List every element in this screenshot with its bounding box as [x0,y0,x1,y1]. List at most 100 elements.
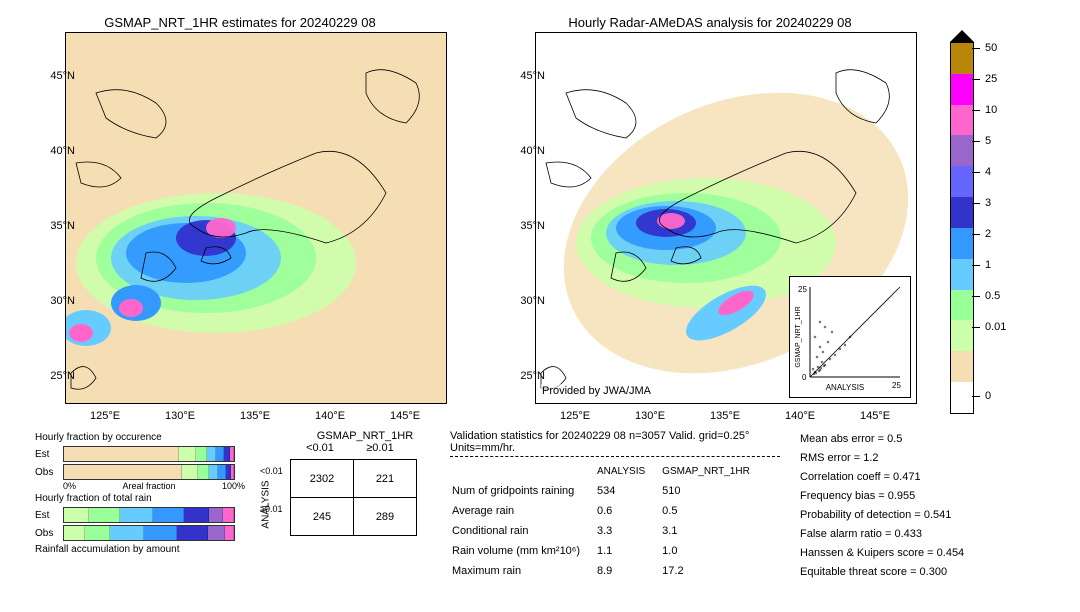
bottom-row: Hourly fraction by occurence EstObs 0% A… [5,430,1075,600]
stats-cell: Average rain [452,502,595,520]
stats-cell: Rain volume (mm km²10⁶) [452,542,595,560]
svg-text:GSMAP_NRT_1HR: GSMAP_NRT_1HR [795,306,802,367]
colorbar-label: 10 [985,104,997,116]
frac-bar [63,507,235,523]
stats-metric: Probability of detection = 0.541 [800,506,964,525]
stats-header: GSMAP_NRT_1HR [662,463,765,480]
fraction-panel: Hourly fraction by occurence EstObs 0% A… [35,430,245,600]
fraction-title-1: Hourly fraction by occurence [35,432,245,443]
stats-cell: Conditional rain [452,522,595,540]
cont-col-1: ≥0.01 [350,442,410,454]
stats-panel: Validation statistics for 20240229 08 n=… [450,430,1075,600]
stats-cell: 1.0 [662,542,765,560]
frac-row-label: Est [35,510,63,521]
stats-table: ANALYSISGSMAP_NRT_1HR Num of gridpoints r… [450,461,767,582]
colorbar-segment [951,135,973,166]
frac-axis-1: Areal fraction [122,481,175,491]
colorbar-segment [951,351,973,382]
axis-tick: 35°N [50,220,75,232]
axis-tick: 140°E [315,410,345,422]
frac-bar [63,525,235,541]
frac-row-label: Obs [35,528,63,539]
colorbar-segment [951,228,973,259]
right-map-box: Provided by JWA/JMA 25 0 25 ANALYSIS GSM… [535,32,917,404]
stats-cell: 510 [662,482,765,500]
left-map-box [65,32,447,404]
colorbar-segment [951,259,973,290]
axis-tick: 35°N [520,220,545,232]
stats-metric: RMS error = 1.2 [800,449,964,468]
top-row: GSMAP_NRT_1HR estimates for 20240229 08 [5,5,1075,425]
cont-col-0: <0.01 [290,442,350,454]
frac-bar [63,464,235,480]
stats-cell: 8.9 [597,562,660,580]
axis-tick: 30°N [50,295,75,307]
stats-cell: 534 [597,482,660,500]
colorbar-label: 25 [985,73,997,85]
cont-cell-00: 2302 [291,460,354,498]
cont-cell-01: 221 [354,460,417,498]
cont-row-1: ≥0.01 [260,504,282,514]
stats-header [452,463,595,480]
colorbar-label: 0 [985,390,991,402]
cont-cell-10: 245 [291,498,354,536]
left-map-title: GSMAP_NRT_1HR estimates for 20240229 08 [15,15,465,30]
colorbar-segment [951,74,973,105]
colorbar-segment [951,290,973,321]
axis-tick: 145°E [860,410,890,422]
frac-axis-2: 100% [222,481,245,491]
contingency-col-header: GSMAP_NRT_1HR [290,430,440,442]
colorbar-segment [951,166,973,197]
fraction-title-3: Rainfall accumulation by amount [35,544,245,555]
stats-cell: Maximum rain [452,562,595,580]
stats-cell: 0.5 [662,502,765,520]
stats-metric: Frequency bias = 0.955 [800,487,964,506]
cont-row-0: <0.01 [260,466,283,476]
stats-cell: 3.1 [662,522,765,540]
stats-metric: Mean abs error = 0.5 [800,430,964,449]
stats-cell: 0.6 [597,502,660,520]
stats-cell: 1.1 [597,542,660,560]
svg-text:0: 0 [802,373,807,382]
contingency-panel: GSMAP_NRT_1HR <0.01 ≥0.01 ANALYSIS <0.01… [260,430,440,600]
stats-metric: Hanssen & Kuipers score = 0.454 [800,544,964,563]
colorbar-label: 2 [985,228,991,240]
axis-tick: 30°N [520,295,545,307]
stats-metric: False alarm ratio = 0.433 [800,525,964,544]
axis-tick: 25°N [50,370,75,382]
colorbar-segment [951,43,973,74]
colorbar-label: 0.5 [985,290,1000,302]
stats-cell: 3.3 [597,522,660,540]
axis-tick: 45°N [520,70,545,82]
right-map-title: Hourly Radar-AMeDAS analysis for 2024022… [485,15,935,30]
axis-tick: 45°N [50,70,75,82]
axis-tick: 125°E [560,410,590,422]
frac-row-label: Obs [35,467,63,478]
contingency-table: 2302221 245289 [290,459,417,536]
colorbar-segment [951,105,973,136]
stats-cell: Num of gridpoints raining [452,482,595,500]
svg-text:25: 25 [892,381,901,390]
frac-bar [63,446,235,462]
stats-metric: Equitable threat score = 0.300 [800,563,964,582]
colorbar-label: 4 [985,166,991,178]
axis-tick: 25°N [520,370,545,382]
stats-metrics: Mean abs error = 0.5RMS error = 1.2Corre… [800,430,964,600]
colorbar-label: 5 [985,135,991,147]
axis-tick: 125°E [90,410,120,422]
axis-tick: 130°E [635,410,665,422]
stats-title: Validation statistics for 20240229 08 n=… [450,430,780,457]
colorbar-label: 50 [985,42,997,54]
stats-header: ANALYSIS [597,463,660,480]
colorbar-arrow-icon [950,30,974,42]
colorbar-segment [951,197,973,228]
axis-tick: 135°E [710,410,740,422]
fraction-title-2: Hourly fraction of total rain [35,493,245,504]
colorbar: 502510543210.50.010 [950,30,1030,410]
axis-tick: 40°N [50,145,75,157]
scatter-inset: 25 0 25 ANALYSIS GSMAP_NRT_1HR [789,276,911,398]
axis-tick: 130°E [165,410,195,422]
svg-text:ANALYSIS: ANALYSIS [826,383,865,392]
right-map-panel: Hourly Radar-AMeDAS analysis for 2024022… [485,15,935,415]
provided-by-label: Provided by JWA/JMA [541,384,652,398]
